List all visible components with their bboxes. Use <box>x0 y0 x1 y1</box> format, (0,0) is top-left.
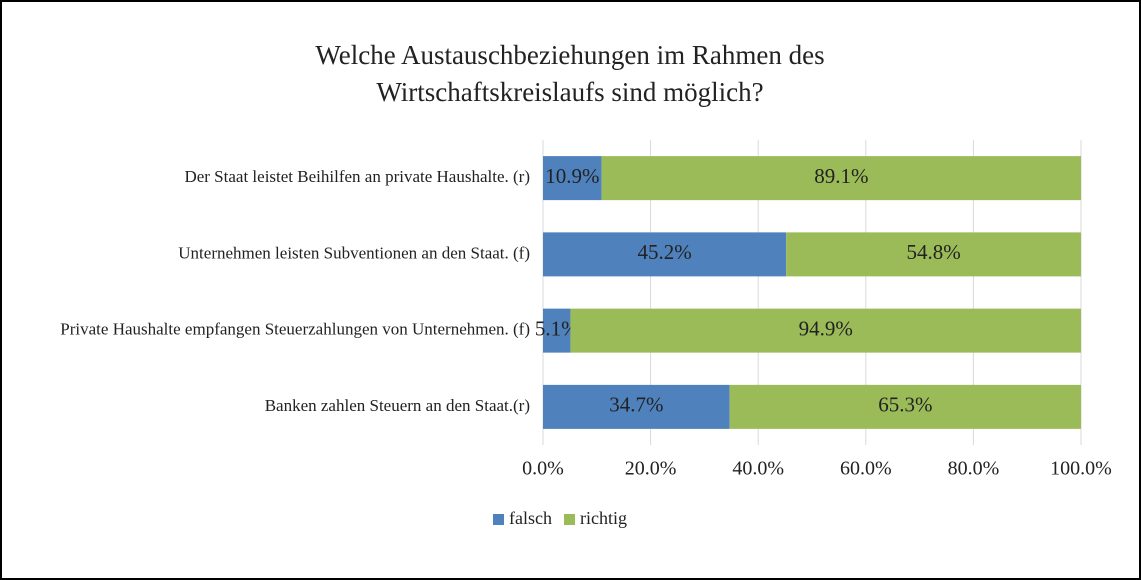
data-label: 34.7% <box>609 393 663 417</box>
bar-segment <box>543 384 730 429</box>
x-tick-label: 40.0% <box>732 458 784 480</box>
bar-segment <box>570 308 1081 353</box>
x-tick-label: 80.0% <box>948 458 1000 480</box>
legend-swatch <box>493 514 504 525</box>
bar-segment <box>601 156 1081 201</box>
bar-segment <box>543 232 787 277</box>
data-label: 65.3% <box>878 393 932 417</box>
y-tick-label: Banken zahlen Steuern an den Staat.(r) <box>265 396 530 415</box>
y-tick-label: Private Haushalte empfangen Steuerzahlun… <box>60 320 530 339</box>
data-label: 94.9% <box>799 316 853 340</box>
legend-label: falsch <box>509 508 552 528</box>
data-label: 54.8% <box>906 240 960 264</box>
data-label: 45.2% <box>637 240 691 264</box>
x-tick-label: 20.0% <box>625 458 677 480</box>
data-label: 10.9% <box>545 164 599 188</box>
chart-title: Welche Austauschbeziehungen im Rahmen de… <box>315 40 824 70</box>
bar-segment <box>543 308 571 353</box>
x-tick-label: 100.0% <box>1050 458 1112 480</box>
chart-title: Wirtschaftskreislaufs sind möglich? <box>376 77 763 107</box>
x-tick-label: 60.0% <box>840 458 892 480</box>
data-label: 89.1% <box>814 164 868 188</box>
bar-segment <box>786 232 1081 277</box>
bar-segment <box>729 384 1081 429</box>
y-tick-label: Der Staat leistet Beihilfen an private H… <box>184 167 530 186</box>
x-tick-label: 0.0% <box>522 458 564 480</box>
legend-label: richtig <box>580 508 627 528</box>
y-tick-label: Unternehmen leisten Subventionen an den … <box>178 243 530 262</box>
bar-segment <box>543 156 602 201</box>
legend-swatch <box>563 514 575 525</box>
